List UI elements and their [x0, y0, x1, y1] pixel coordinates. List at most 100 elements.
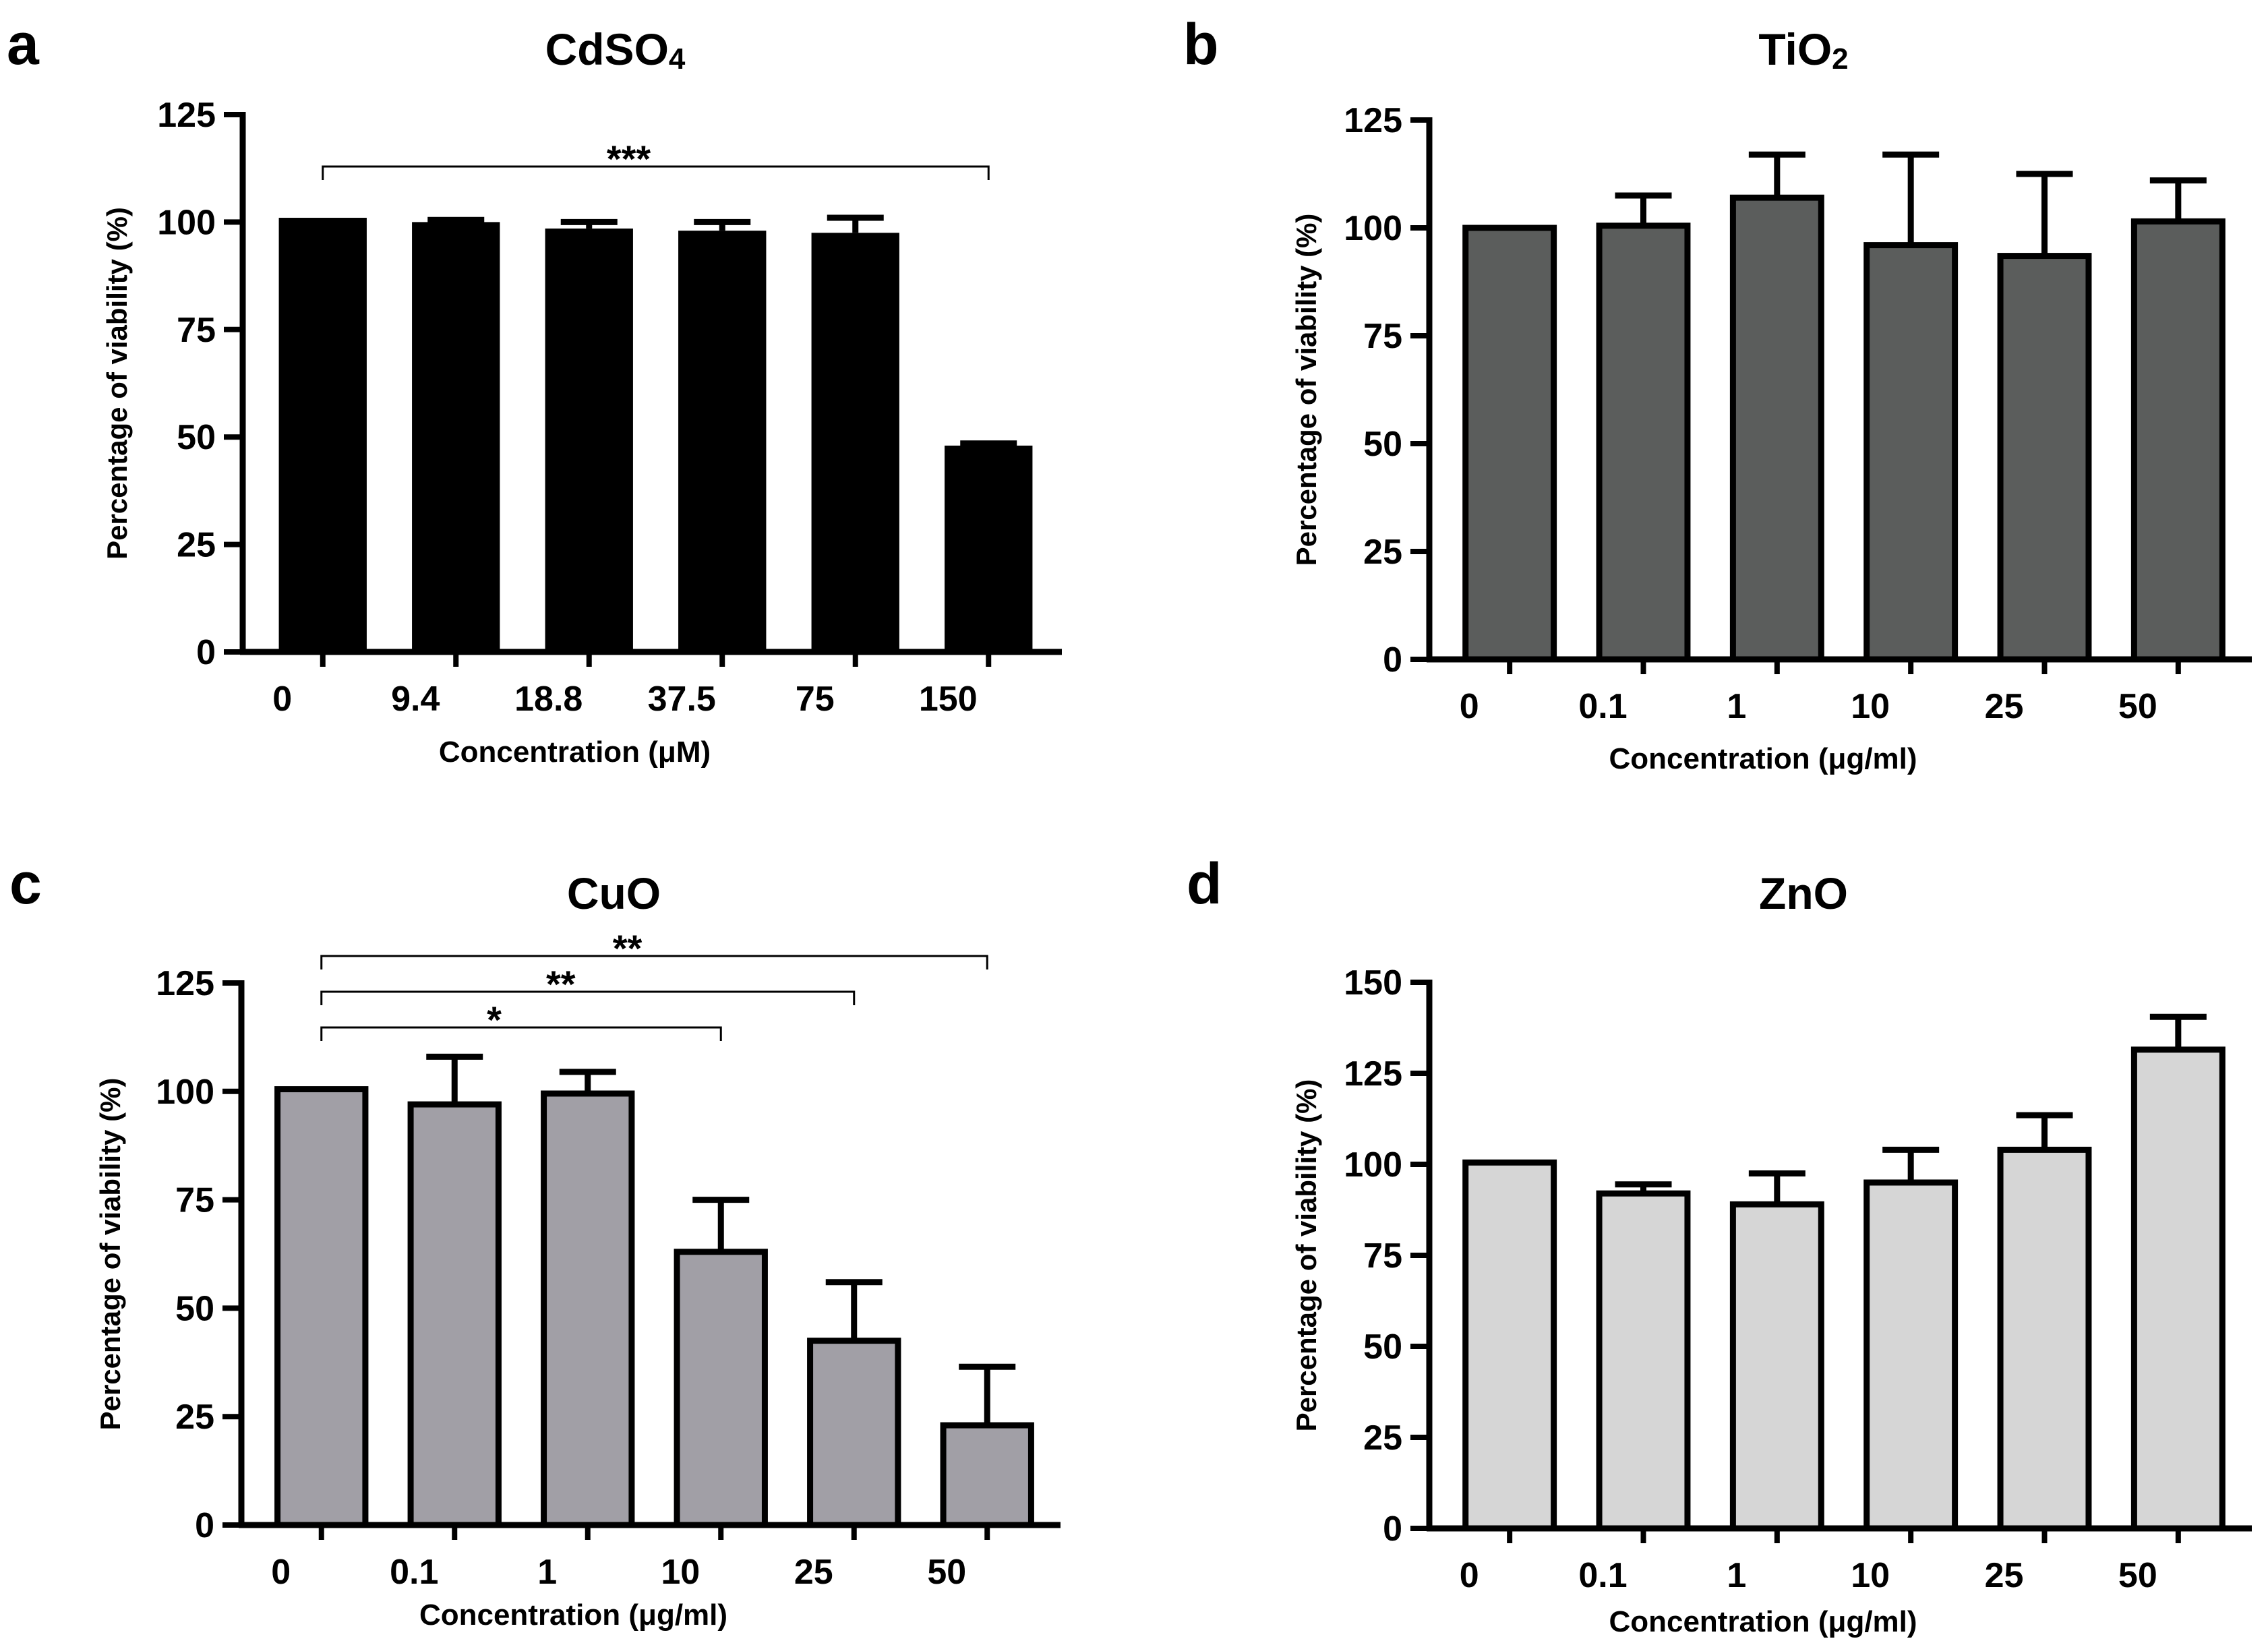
x-tick-label-d-0: 0 [1460, 1556, 1479, 1595]
y-tick-label-a-0: 0 [196, 633, 216, 672]
y-tick-label-b-3: 75 [1363, 317, 1402, 356]
x-tick-label-c-5: 50 [927, 1553, 966, 1592]
y-tick-label-d-0: 0 [1383, 1510, 1402, 1549]
x-axis-label-d: Concentration (μg/ml) [1609, 1605, 1917, 1638]
x-tick-label-a-1: 9.4 [391, 680, 440, 719]
y-axis-label-d: Percentage of viability (%) [1290, 1079, 1322, 1432]
x-tick-label-a-0: 0 [272, 680, 292, 719]
y-tick-label-c-0: 0 [195, 1506, 214, 1545]
x-tick-label-d-5: 50 [2118, 1556, 2157, 1595]
x-tick-label-c-0: 0 [271, 1553, 291, 1592]
panel-letter-a: a [7, 12, 40, 77]
y-tick-label-a-2: 50 [177, 418, 216, 457]
panel-letter-d: d [1187, 852, 1222, 916]
significance-bracket-c-0 [320, 955, 988, 969]
y-tick-label-b-4: 100 [1344, 209, 1402, 248]
chart-title-d: ZnO [1759, 868, 1848, 918]
bar-b-0 [1462, 225, 1557, 663]
x-tick-label-b-5: 50 [2118, 687, 2157, 726]
bar-b-3 [1863, 242, 1959, 663]
significance-bracket-c-2 [320, 1026, 722, 1041]
bar-c-5 [940, 1422, 1034, 1528]
x-tick-label-a-4: 75 [796, 680, 835, 719]
y-tick-label-a-5: 125 [157, 96, 216, 135]
y-tick-label-b-0: 0 [1383, 640, 1402, 680]
x-tick-label-b-4: 25 [1985, 687, 2024, 726]
y-tick-label-d-2: 50 [1363, 1327, 1402, 1367]
x-tick-label-a-2: 18.8 [514, 680, 583, 719]
y-tick-label-c-2: 50 [175, 1289, 214, 1328]
bar-c-4 [807, 1338, 901, 1528]
y-tick-label-a-4: 100 [157, 203, 216, 242]
x-axis-label-a: Concentration (μM) [439, 736, 711, 769]
y-tick-label-b-1: 25 [1363, 533, 1402, 572]
bar-a-4 [811, 233, 899, 653]
x-tick-label-d-2: 1 [1727, 1556, 1746, 1595]
x-tick-label-c-4: 25 [794, 1553, 833, 1592]
y-tick-label-c-4: 100 [156, 1073, 214, 1112]
bar-d-2 [1729, 1201, 1824, 1532]
significance-label-c-1: ** [546, 963, 576, 1005]
bar-b-1 [1596, 222, 1691, 663]
bar-d-3 [1863, 1179, 1959, 1532]
x-tick-label-b-2: 1 [1727, 687, 1746, 726]
x-tick-label-c-2: 1 [537, 1553, 557, 1592]
bar-a-0 [278, 218, 367, 652]
x-axis-label-b: Concentration (μg/ml) [1609, 742, 1917, 775]
y-tick-label-d-4: 100 [1344, 1145, 1402, 1185]
bar-d-0 [1462, 1159, 1557, 1532]
x-tick-label-c-1: 0.1 [390, 1553, 438, 1592]
y-tick-label-c-5: 125 [156, 964, 214, 1003]
panel-letter-c: c [9, 852, 42, 916]
chart-panel-b: TiO2 0 25 50 75 100 125 0 0.1 1 10 25 50 Concentratio… [1290, 24, 2252, 775]
y-tick-label-c-3: 75 [175, 1181, 214, 1220]
bar-b-4 [1997, 253, 2092, 663]
x-tick-label-b-0: 0 [1460, 687, 1479, 726]
bar-d-1 [1596, 1190, 1691, 1532]
bar-c-1 [407, 1101, 502, 1528]
x-tick-label-d-3: 10 [1851, 1556, 1890, 1595]
y-tick-label-d-1: 25 [1363, 1418, 1402, 1458]
chart-title-a: CdSO4 [545, 24, 686, 76]
bar-b-2 [1729, 194, 1824, 663]
chart-title-c: CuO [567, 868, 661, 918]
y-tick-label-d-6: 150 [1344, 963, 1402, 1003]
x-tick-label-d-4: 25 [1985, 1556, 2024, 1595]
bar-c-0 [274, 1086, 369, 1528]
chart-title-b: TiO2 [1758, 24, 1848, 76]
bar-a-5 [945, 445, 1033, 652]
significance-label-c-0: ** [613, 927, 643, 969]
significance-bracket-c-1 [320, 990, 856, 1005]
bar-c-2 [541, 1090, 635, 1528]
x-tick-label-d-1: 0.1 [1578, 1556, 1627, 1595]
y-tick-label-a-3: 75 [177, 311, 216, 350]
panel-letter-b: b [1183, 12, 1219, 77]
y-axis-label-a: Percentage of viability (%) [101, 207, 133, 560]
significance-bracket-a-0 [322, 165, 990, 180]
x-axis-label-c: Concentration (μg/ml) [419, 1599, 727, 1632]
x-tick-label-a-5: 150 [919, 680, 978, 719]
x-tick-label-b-1: 0.1 [1578, 687, 1627, 726]
y-tick-label-b-2: 50 [1363, 425, 1402, 464]
chart-panel-c: CuO 0 25 50 75 100 125 0 0.1 1 10 25 50 Concentration… [94, 868, 1061, 1632]
y-tick-label-c-1: 25 [175, 1398, 214, 1437]
bar-b-5 [2130, 218, 2226, 663]
x-tick-label-a-3: 37.5 [648, 680, 716, 719]
bar-a-1 [412, 222, 500, 652]
y-tick-label-d-5: 125 [1344, 1054, 1402, 1094]
significance-label-c-2: * [487, 998, 502, 1041]
chart-panel-d: ZnO 0 25 50 75 100 125 150 0 0.1 1 10 25 50 Concentrat… [1290, 868, 2252, 1638]
x-tick-label-b-3: 10 [1851, 687, 1890, 726]
y-axis-label-b: Percentage of viability (%) [1290, 214, 1322, 566]
y-tick-label-d-3: 75 [1363, 1236, 1402, 1276]
y-tick-label-b-5: 125 [1344, 101, 1402, 140]
x-tick-label-c-3: 10 [661, 1553, 700, 1592]
bar-a-3 [678, 231, 767, 653]
y-axis-label-c: Percentage of viability (%) [94, 1078, 126, 1431]
chart-panel-a: CdSO4 0 25 50 75 100 125 0 9.4 18.8 37.5 75 150 Conce… [101, 24, 1062, 769]
bar-d-5 [2130, 1046, 2226, 1532]
bar-c-3 [674, 1249, 768, 1528]
bar-a-2 [545, 228, 633, 652]
y-tick-label-a-1: 25 [177, 526, 216, 565]
